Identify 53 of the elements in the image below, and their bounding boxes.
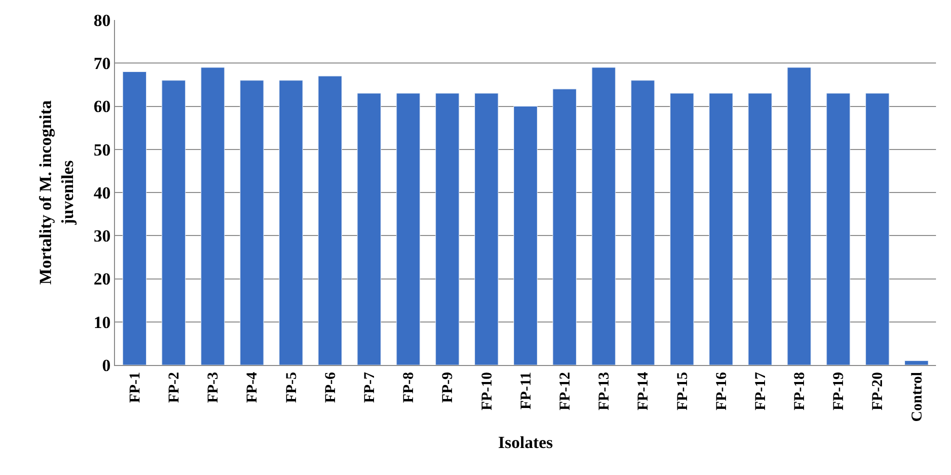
bar: [552, 88, 577, 365]
bar: [826, 93, 850, 365]
x-tick-label: FP-11: [518, 372, 534, 410]
y-tick-label: 70: [94, 54, 111, 74]
x-axis-title: Isolates: [498, 433, 554, 452]
bar: [240, 80, 264, 365]
x-tick-label: FP-10: [479, 372, 496, 410]
y-tick-label: 80: [94, 10, 111, 30]
bar: [357, 93, 382, 365]
x-tick-label: FP-20: [870, 372, 886, 410]
bar: [396, 93, 420, 365]
bar: [514, 106, 538, 365]
bar: [865, 93, 890, 365]
bar: [162, 80, 186, 365]
bar: [630, 80, 655, 365]
bar: [592, 67, 616, 365]
y-tick-label: 0: [102, 356, 111, 375]
x-tick-label: FP-14: [636, 372, 652, 410]
bar: [709, 93, 733, 365]
bar: [278, 80, 303, 365]
x-tick-label: FP-2: [166, 372, 183, 403]
bar: [904, 360, 928, 365]
bar: [318, 76, 342, 365]
bar: [435, 93, 460, 365]
x-tick-label: FP-3: [206, 372, 222, 403]
x-tick-label: FP-6: [322, 372, 339, 403]
bar: [670, 93, 694, 365]
x-tick-label: FP-19: [831, 372, 848, 410]
x-tick-label: FP-15: [674, 372, 691, 410]
y-tick-label: 50: [94, 140, 111, 160]
x-tick-label: FP-13: [596, 372, 613, 410]
bar: [474, 93, 498, 365]
x-tick-label: FP-4: [244, 372, 261, 403]
x-tick-label: Control: [909, 372, 926, 422]
y-tick-label: 40: [94, 183, 111, 202]
x-tick-label: FP-16: [714, 372, 730, 410]
x-tick-label: FP-1: [127, 372, 144, 403]
bar: [787, 67, 812, 365]
y-tick-label: 10: [94, 312, 111, 332]
y-tick-label: 20: [94, 270, 111, 289]
x-tick-label: FP-12: [557, 372, 574, 410]
bar: [122, 72, 147, 365]
x-tick-label: FP-7: [362, 372, 378, 403]
x-tick-label: FP-9: [440, 372, 456, 403]
bar: [748, 93, 772, 365]
x-tick-label: FP-5: [284, 372, 300, 403]
x-tick-label: FP-17: [752, 372, 769, 410]
x-tick-label: FP-8: [401, 372, 418, 403]
y-tick-label: 60: [94, 97, 111, 116]
y-tick-label: 30: [94, 226, 111, 246]
y-axis-title: Mortality of M. incognita juveniles: [36, 100, 78, 285]
bar: [200, 67, 225, 365]
x-tick-label: FP-18: [792, 372, 808, 410]
